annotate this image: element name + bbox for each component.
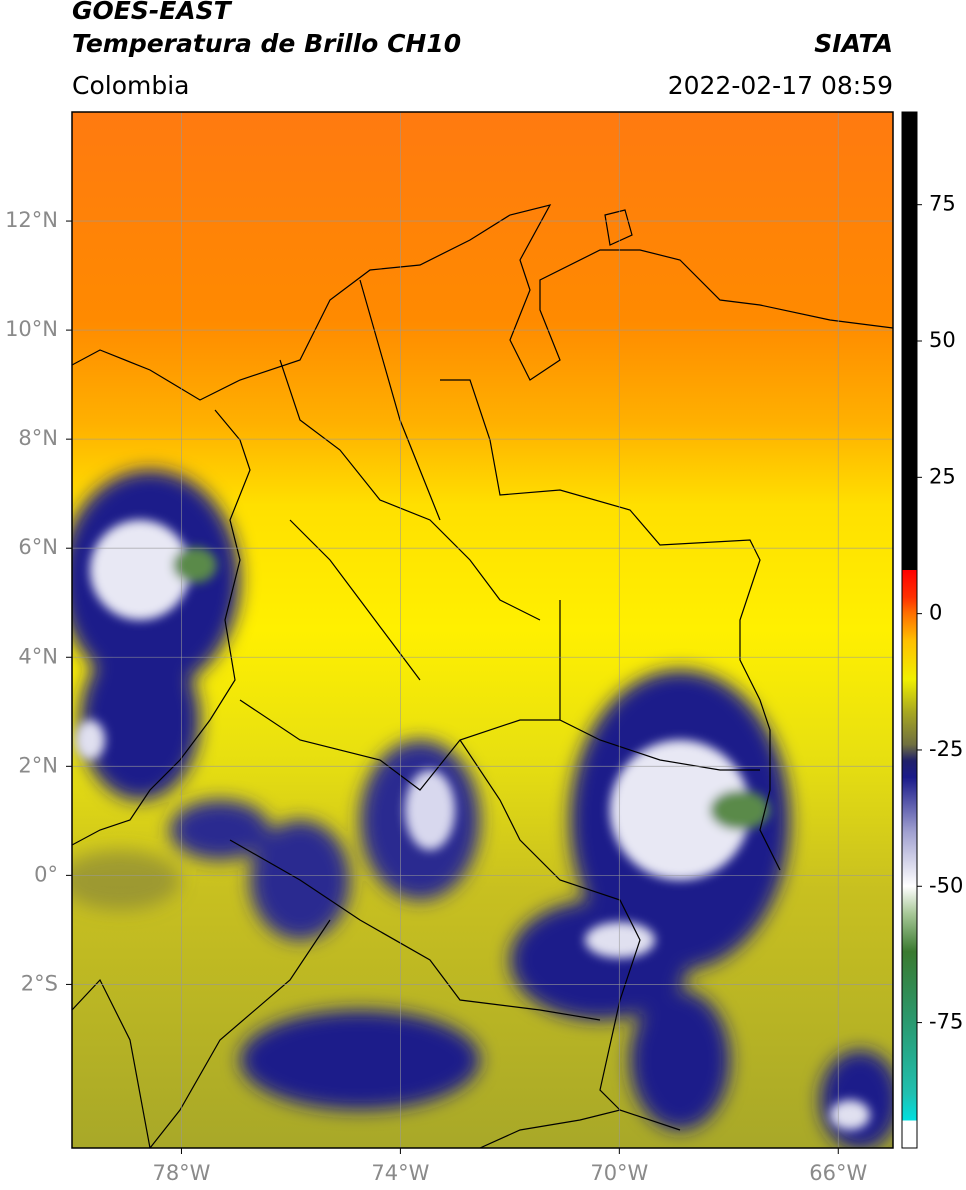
y-tick-label: 10°N	[5, 317, 58, 341]
borders	[72, 204, 893, 1148]
graticule	[72, 112, 893, 1148]
subtitle: Temperatura de Brillo CH10	[72, 29, 461, 58]
source: SIATA	[814, 29, 893, 58]
y-tick-label: 4°N	[18, 644, 58, 668]
y-tick-label: 2°S	[21, 971, 58, 995]
title: GOES-EAST	[72, 0, 233, 25]
y-tick-label: 8°N	[18, 426, 58, 450]
imagery	[72, 112, 893, 1148]
y-tick-label: 6°N	[18, 535, 58, 559]
y-tick-label: 2°N	[18, 753, 58, 777]
colorbar-tick-label: 50	[929, 328, 956, 352]
colorbar-tick-label: 25	[929, 464, 956, 488]
colorbar-tick-label: 75	[929, 192, 956, 216]
colorbar-tick-label: 0	[929, 601, 942, 625]
timestamp: 2022-02-17 08:59	[668, 71, 893, 100]
colorbar	[901, 111, 918, 1149]
colorbar-tick-label: -25	[929, 737, 963, 761]
map-frame	[71, 111, 894, 1149]
colorbar-tick-label: -50	[929, 873, 963, 897]
y-tick-label: 12°N	[5, 208, 58, 232]
x-tick-label: 74°W	[371, 1161, 429, 1185]
cloud-layer	[72, 470, 893, 1148]
colorbar-tick-label: -75	[929, 1010, 963, 1034]
x-tick-label: 70°W	[590, 1161, 648, 1185]
cloud-tops	[75, 520, 870, 1130]
x-tick-label: 78°W	[152, 1161, 210, 1185]
x-tick-label: 66°W	[809, 1161, 867, 1185]
region: Colombia	[72, 71, 189, 100]
y-tick-label: 0°	[34, 862, 58, 886]
